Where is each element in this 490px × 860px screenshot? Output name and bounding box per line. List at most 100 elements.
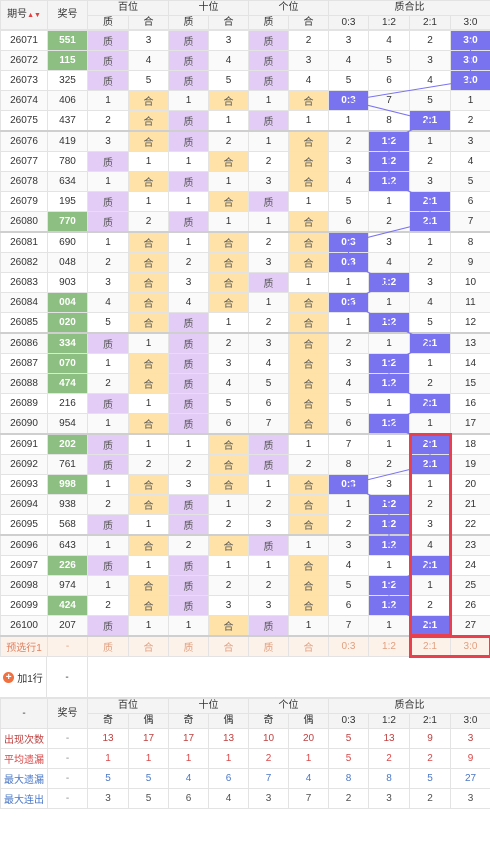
digit-cell: 2	[128, 454, 169, 475]
predict-cell[interactable]: -	[47, 635, 88, 657]
lottery-cell: 903	[47, 272, 88, 293]
stats-dash: -	[47, 728, 88, 749]
digit-cell: 1	[248, 90, 289, 111]
lottery-cell: 551	[47, 30, 88, 51]
period-header[interactable]: 期号▲▼	[0, 0, 48, 30]
digit-cell: 质	[87, 393, 129, 414]
predict-cell[interactable]: 0:3	[328, 635, 369, 657]
table-row: 26091 202 质 1 1 合质 1 7 1 2:1 18	[0, 433, 490, 455]
ratio-cell: 2:1	[409, 454, 451, 475]
sort-icon[interactable]: ▲▼	[27, 11, 41, 19]
lottery-cell: 115	[47, 50, 88, 71]
digit-cell: 1	[87, 474, 129, 495]
stats-sub-header: 2:1	[409, 713, 451, 729]
stats-value: 2	[409, 788, 451, 809]
digit-cell: 质	[87, 332, 129, 354]
digit-cell: 合	[128, 413, 169, 435]
digit-cell: 3	[87, 272, 129, 293]
ratio-cell: 1	[328, 494, 369, 515]
ratio-cell: 4	[328, 50, 369, 71]
table-row: 26080 770 质 2 质 1 1 合 6 2 2:1 7	[0, 211, 490, 233]
ratio-cell: 0:3	[328, 231, 369, 253]
plus-icon: +	[3, 671, 15, 683]
digit-cell: 3	[248, 595, 289, 616]
ratio-cell: 3	[328, 534, 369, 556]
predict-cell[interactable]: 合	[128, 635, 169, 657]
digit-cell: 合	[208, 474, 249, 495]
ratio-cell: 5	[409, 90, 451, 111]
ratio-cell: 4	[450, 151, 490, 172]
predict-cell[interactable]: 质	[168, 635, 209, 657]
add-row-button[interactable]: + 加1行	[0, 657, 47, 697]
digit-cell: 5	[248, 373, 289, 394]
digit-cell: 合	[288, 494, 329, 515]
ratio-cell: 23	[450, 534, 490, 556]
ratio-cell: 7	[328, 615, 369, 637]
digit-cell: 3	[208, 353, 249, 374]
digit-cell: 2	[248, 575, 289, 596]
ratio-cell: 1	[368, 332, 410, 354]
digit-cell: 合	[128, 231, 169, 253]
ratio-cell: 6	[368, 70, 410, 91]
digit-cell: 1	[128, 615, 169, 637]
ratio-cell: 3:0	[450, 50, 490, 71]
lottery-cell: 195	[47, 191, 88, 212]
predict-cell[interactable]: 合	[208, 635, 249, 657]
stats-value: 9	[409, 728, 451, 749]
digit-cell: 合	[208, 534, 249, 556]
digit-cell: 质	[168, 70, 209, 91]
predict-cell[interactable]: 质	[248, 635, 289, 657]
predict-cell[interactable]: 质	[87, 635, 129, 657]
table-row: 26079 195 质 1 1 合质 1 5 1 2:1 6	[0, 191, 490, 212]
ratio-cell: 2	[409, 373, 451, 394]
ratio-header: 质合比	[328, 0, 490, 16]
digit-cell: 合	[288, 373, 329, 394]
period-cell: 26090	[0, 413, 48, 435]
digit-cell: 合	[128, 130, 169, 152]
period-cell: 26097	[0, 555, 48, 576]
digit-cell: 合	[288, 312, 329, 334]
digit-cell: 1	[168, 151, 209, 172]
digit-cell: 1	[208, 312, 249, 334]
table-row: 26090 954 1 合质 6 7 合 6 1:2 1 17	[0, 413, 490, 435]
predict-row[interactable]: 预选行1- 质合质合质合 0:3 1:2 2:1 3:0	[0, 635, 490, 657]
ratio-cell: 6	[328, 211, 369, 233]
digit-cell: 合	[128, 171, 169, 192]
digit-cell: 2	[248, 494, 289, 515]
period-cell: 26089	[0, 393, 48, 414]
digit-cell: 质	[168, 130, 209, 152]
ratio-cell: 1:2	[368, 534, 410, 556]
table-row: 26088 474 2 合质 4 5 合 4 1:2 2 15	[0, 373, 490, 394]
table-row: 26099 424 2 合质 3 3 合 6 1:2 2 26	[0, 595, 490, 616]
table-row: 26097 226 质 1 质 1 1 合 4 1 2:1 24	[0, 555, 490, 576]
predict-cell[interactable]: 1:2	[368, 635, 410, 657]
digit-cell: 合	[208, 90, 249, 111]
digit-cell: 合	[288, 292, 329, 313]
ratio-cell: 1	[368, 615, 410, 637]
digit-cell: 质	[87, 555, 129, 576]
ratio-cell: 20	[450, 474, 490, 495]
predict-cell[interactable]: 2:1	[409, 635, 451, 657]
ratio-cell: 6	[450, 191, 490, 212]
lottery-cell: 761	[47, 454, 88, 475]
digit-cell: 质	[168, 413, 209, 435]
digit-cell: 合	[208, 615, 249, 637]
digit-cell: 合	[128, 595, 169, 616]
table-row: 26076 419 3 合质 2 1 合 2 1:2 1 3	[0, 130, 490, 152]
ratio-cell: 2	[409, 595, 451, 616]
digit-cell: 2	[87, 494, 129, 515]
predict-cell[interactable]: 3:0	[450, 635, 490, 657]
digit-cell: 6	[248, 393, 289, 414]
digit-cell: 1	[128, 332, 169, 354]
sub-header: 合	[208, 15, 249, 30]
digit-cell: 合	[128, 312, 169, 334]
period-cell: 26080	[0, 211, 48, 233]
digit-cell: 合	[288, 393, 329, 414]
period-cell: 26094	[0, 494, 48, 515]
stats-value: 1	[87, 748, 129, 769]
stats-value: 3	[450, 728, 490, 749]
digit-cell: 2	[208, 575, 249, 596]
table-row: 26100 207 质 1 1 合质 1 7 1 2:1 27	[0, 615, 490, 637]
stats-value: 1	[208, 748, 249, 769]
predict-cell[interactable]: 合	[288, 635, 329, 657]
